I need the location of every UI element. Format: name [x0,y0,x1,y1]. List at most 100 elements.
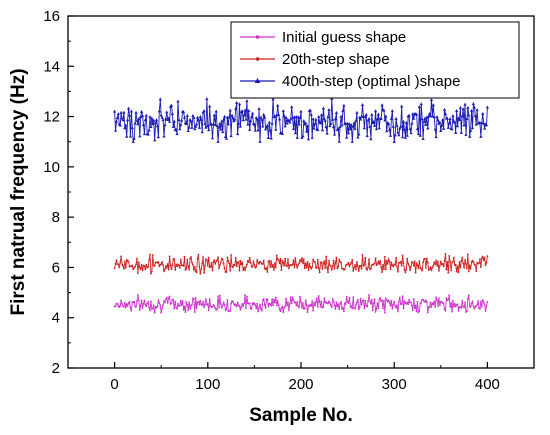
data-point [121,302,123,305]
data-point [311,266,314,268]
data-point [309,112,313,116]
data-point [313,301,315,304]
data-point [376,302,379,304]
data-point [258,263,260,265]
data-point [412,264,415,267]
data-point [310,267,313,270]
data-point [312,309,315,312]
data-point [346,131,351,135]
data-point [202,109,206,113]
data-point [481,255,484,258]
data-point [394,116,398,120]
data-point [418,310,421,312]
data-point [471,259,474,262]
data-point [292,259,295,262]
data-point [155,124,160,128]
data-point [188,268,191,271]
data-point [137,261,140,264]
data-point [179,122,183,126]
data-point [249,119,253,123]
data-point [186,128,190,132]
data-point [330,306,333,309]
x-tick-label: 0 [110,376,118,393]
data-point [219,261,222,264]
data-point [137,272,139,275]
data-point [180,304,183,306]
data-point [426,311,429,314]
data-point [387,258,390,260]
data-point [351,307,354,310]
data-point [275,304,278,307]
data-point [217,295,219,298]
data-point [218,121,222,125]
data-point [116,303,119,305]
data-point [416,300,419,303]
data-point [157,109,161,113]
data-point [128,300,131,303]
data-point [290,302,293,305]
data-point [484,264,487,267]
data-point [241,118,245,122]
data-point [379,116,383,120]
data-point [154,121,158,125]
data-point [213,259,216,262]
data-point [191,261,193,264]
data-point [373,109,378,113]
data-point [456,265,459,268]
data-point [368,124,372,128]
data-point [268,259,271,262]
data-point [424,122,428,126]
data-point [162,264,164,267]
data-point [460,307,463,309]
data-point [469,108,474,112]
data-point [218,306,220,309]
data-point [183,305,186,308]
data-point [321,268,324,270]
data-point [151,307,154,310]
data-point [115,259,118,262]
data-point [352,270,355,272]
data-point [244,269,246,271]
data-point [129,306,132,309]
data-point [396,130,400,134]
data-point [438,304,441,306]
data-point [240,306,243,309]
data-point [453,120,457,124]
data-point [281,259,284,262]
data-point [342,310,345,313]
data-point [202,256,205,258]
data-point [179,258,182,261]
data-point [211,306,214,309]
data-point [302,258,305,260]
data-point [431,103,435,107]
data-point [447,271,450,274]
data-point [336,305,339,308]
data-point [175,263,178,266]
data-point [434,263,437,266]
data-point [390,109,394,113]
data-point [162,134,166,138]
data-point [445,268,448,271]
data-point [164,298,167,301]
data-point [260,307,262,310]
data-point [191,304,193,306]
data-point [170,268,173,271]
data-point [454,263,457,266]
data-point [385,129,389,133]
data-point [298,262,301,265]
data-point [216,259,219,262]
data-point [274,262,276,264]
data-point [392,139,396,143]
data-point [342,103,346,107]
data-point [159,304,162,307]
data-point [147,265,150,268]
data-point [420,267,423,270]
data-point [434,306,437,309]
data-point [234,256,237,259]
data-point [330,269,333,271]
data-point [428,306,431,308]
data-point [451,114,455,118]
data-point [316,128,320,132]
data-point [293,131,298,135]
data-point [173,307,176,310]
